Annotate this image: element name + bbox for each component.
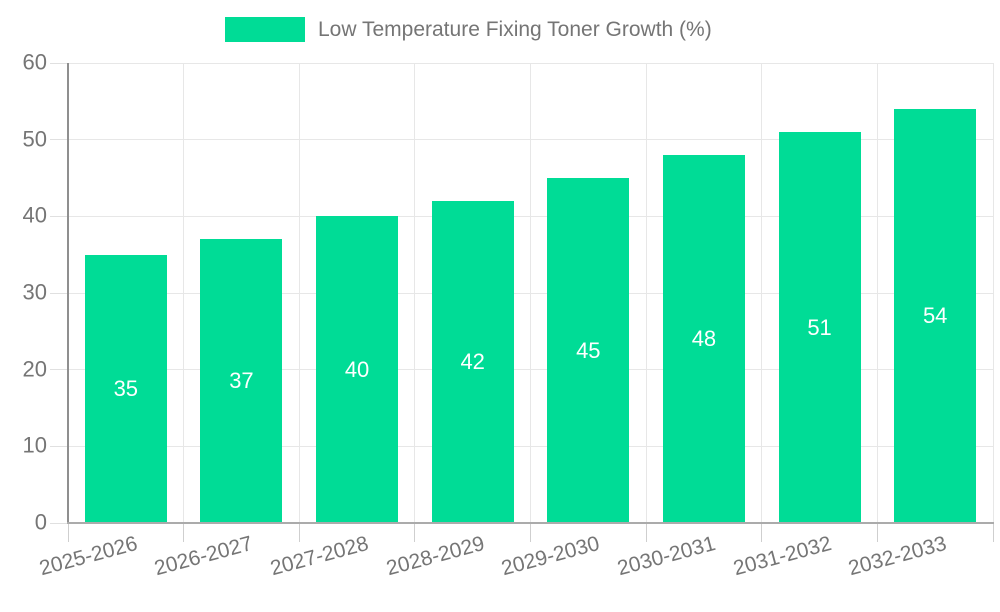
bar-2027-2028[interactable] bbox=[316, 216, 399, 523]
x-axis-tick bbox=[645, 523, 647, 542]
bar-value-label: 37 bbox=[229, 368, 254, 394]
gridline-vertical bbox=[530, 63, 531, 523]
gridline-vertical bbox=[761, 63, 763, 523]
bar-2028-2029[interactable] bbox=[431, 201, 514, 523]
y-axis-tick bbox=[50, 292, 68, 294]
gridline-vertical bbox=[645, 63, 647, 523]
bar-2031-2032[interactable] bbox=[778, 132, 861, 523]
y-axis-tick bbox=[50, 62, 68, 64]
bar-value-label: 51 bbox=[807, 314, 832, 340]
bar-2026-2027[interactable] bbox=[200, 239, 283, 523]
y-axis-tick-label: 20 bbox=[22, 356, 47, 382]
x-axis-line bbox=[67, 522, 994, 524]
gridline-vertical bbox=[298, 63, 300, 523]
bar-2030-2031[interactable] bbox=[662, 155, 745, 523]
y-axis-tick bbox=[50, 522, 68, 524]
bar-2025-2026[interactable] bbox=[84, 254, 167, 523]
bar-value-label: 48 bbox=[691, 326, 717, 351]
x-axis-tick bbox=[992, 523, 994, 542]
legend-swatch-icon bbox=[225, 17, 305, 42]
y-axis-tick-label: 60 bbox=[22, 49, 47, 75]
y-axis-tick bbox=[50, 445, 68, 447]
legend-label: Low Temperature Fixing Toner Growth (%) bbox=[318, 17, 712, 41]
x-axis-tick bbox=[530, 523, 531, 542]
legend[interactable]: Low Temperature Fixing Toner Growth (%) bbox=[225, 17, 712, 42]
y-axis-tick-label: 50 bbox=[22, 126, 47, 152]
x-axis-tick bbox=[876, 523, 878, 542]
gridline-vertical bbox=[992, 63, 994, 523]
bar-value-label: 42 bbox=[460, 349, 485, 374]
y-axis-tick bbox=[50, 215, 68, 217]
gridline-vertical bbox=[414, 63, 416, 523]
y-axis-line bbox=[67, 63, 69, 523]
x-axis-tick bbox=[298, 523, 300, 542]
x-axis-tick bbox=[414, 523, 416, 542]
bar-value-label: 35 bbox=[113, 375, 139, 401]
x-axis-tick bbox=[67, 523, 69, 542]
bar-value-label: 40 bbox=[344, 356, 370, 382]
bar-2032-2033[interactable] bbox=[894, 109, 977, 523]
bar-value-label: 54 bbox=[922, 303, 948, 328]
y-axis-tick-label: 0 bbox=[34, 509, 47, 535]
y-axis-tick-label: 10 bbox=[22, 432, 47, 458]
bar-2029-2030[interactable] bbox=[547, 178, 630, 523]
y-axis-tick-label: 40 bbox=[22, 202, 47, 228]
y-axis-tick bbox=[50, 369, 68, 371]
gridline-vertical bbox=[876, 63, 878, 523]
bar-value-label: 45 bbox=[576, 337, 601, 363]
x-axis-tick bbox=[183, 523, 185, 542]
gridline-vertical bbox=[183, 63, 185, 523]
y-axis-tick-label: 30 bbox=[22, 279, 47, 305]
y-axis-tick bbox=[50, 139, 68, 141]
x-axis-tick bbox=[761, 523, 763, 542]
